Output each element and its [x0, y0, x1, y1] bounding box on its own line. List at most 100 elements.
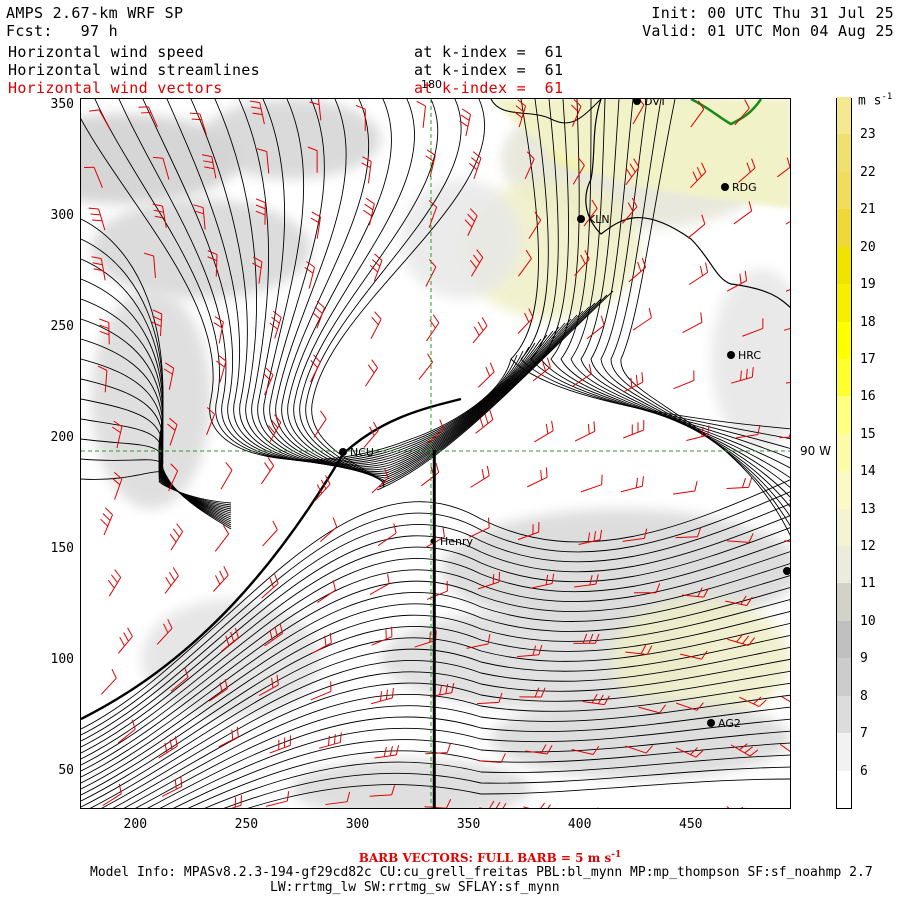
barb-feather: [333, 734, 336, 745]
barb-feather: [173, 528, 180, 538]
barb-feather: [309, 101, 320, 106]
barb-staff: [789, 499, 790, 501]
barb-feather: [744, 270, 748, 281]
barb-feather: [584, 250, 590, 260]
barb-feather: [603, 695, 610, 705]
wind-barb: [152, 156, 170, 180]
streamline: [281, 99, 584, 476]
wind-barb: [779, 743, 790, 753]
speed-shade-region: [291, 759, 531, 808]
barb-staff: [156, 627, 173, 645]
wind-barb: [469, 151, 482, 180]
barb-feather: [123, 632, 129, 642]
barb-feather: [746, 162, 751, 173]
barb-staff: [153, 255, 156, 279]
barb-feather: [695, 749, 704, 758]
wind-barb: [263, 367, 274, 396]
model-info: Model Info: MPASv8.2.3-194-gf29cd82c CU:…: [90, 865, 873, 880]
barb-feather: [746, 596, 753, 606]
barb-feather: [316, 300, 325, 309]
wind-barb: [727, 633, 756, 646]
wind-barb: [738, 158, 756, 183]
barb-feather: [279, 623, 283, 634]
barb-feather: [207, 250, 218, 256]
barb-feather: [384, 468, 389, 479]
barb-feather: [206, 407, 215, 415]
barb-feather: [546, 357, 551, 368]
wind-barb: [163, 362, 175, 390]
wind-barb: [734, 99, 750, 126]
barb-feather: [744, 746, 753, 754]
y-tick-label: 250: [50, 318, 74, 334]
barb-feather: [528, 308, 534, 318]
wind-barb: [369, 253, 383, 282]
barb-staff: [98, 208, 106, 231]
barb-staff: [623, 429, 644, 439]
barb-feather: [114, 569, 122, 578]
barb-staff: [690, 171, 707, 189]
station-marker: [707, 719, 715, 727]
wind-barb: [170, 667, 189, 692]
wind-barb: [313, 410, 327, 438]
barb-feather: [461, 108, 471, 115]
barb-feather: [234, 627, 239, 638]
barb-feather: [320, 479, 327, 490]
barb-staff: [524, 158, 535, 180]
wind-barb: [523, 802, 551, 808]
wind-barb: [307, 146, 318, 173]
barb-staff: [373, 260, 383, 282]
barb-feather: [249, 100, 260, 104]
barb-feather: [464, 219, 473, 228]
wind-barb: [365, 359, 378, 387]
barb-feather: [231, 729, 234, 740]
barb-feather: [540, 802, 546, 808]
barb-feather: [551, 573, 555, 584]
colorbar-swatch: [837, 358, 851, 397]
wind-barb: [371, 468, 389, 494]
streamlines: [81, 99, 790, 808]
barb-feather: [268, 425, 276, 434]
barb-feather: [191, 118, 202, 121]
barb-feather: [635, 477, 639, 488]
colorbar-swatch: [837, 171, 851, 210]
wind-barb: [216, 354, 227, 383]
streamline: [81, 599, 790, 790]
wind-barb: [733, 201, 753, 225]
barb-staff: [638, 706, 660, 714]
barb-feather: [111, 426, 121, 434]
barb-staff: [206, 414, 216, 435]
barb-feather: [355, 104, 366, 110]
barb-feather: [551, 420, 554, 431]
wind-barb: [143, 252, 156, 279]
wind-barb: [574, 421, 596, 442]
barb-staff: [202, 207, 206, 230]
barb-staff: [738, 167, 756, 183]
wind-barb: [742, 318, 764, 337]
barb-feather: [489, 800, 495, 808]
wind-barb: [317, 580, 336, 603]
wind-barb: [118, 627, 133, 654]
barb-feather: [580, 254, 586, 265]
land-boundary: [690, 99, 763, 126]
streamline: [275, 99, 578, 474]
wind-barb: [472, 316, 488, 344]
barb-feather: [469, 162, 478, 171]
colorbar-tick-label: 8: [860, 688, 868, 704]
barb-feather: [526, 151, 535, 160]
streamline: [166, 99, 536, 464]
barb-feather: [274, 414, 282, 423]
barb-staff: [675, 536, 698, 539]
barb-feather: [696, 702, 704, 711]
barb-feather: [477, 321, 484, 331]
streamline: [305, 99, 608, 488]
barb-staff: [208, 688, 228, 702]
barb-feather: [469, 259, 477, 269]
wind-barb: [258, 674, 279, 697]
barb-feather: [495, 801, 501, 808]
barb-staff: [218, 321, 224, 344]
barb-feather: [701, 162, 707, 173]
barb-feather: [93, 268, 104, 272]
barb-feather: [542, 361, 547, 372]
wind-barb: [374, 745, 400, 759]
wind-barb: [623, 420, 645, 439]
